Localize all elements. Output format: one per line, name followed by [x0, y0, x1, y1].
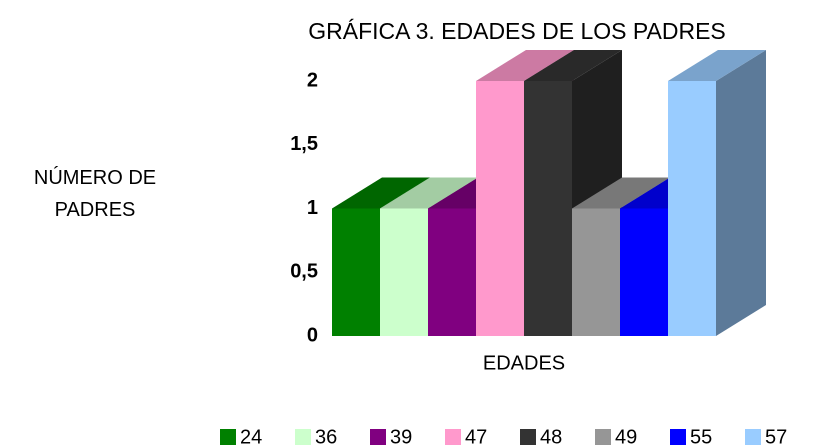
legend-swatch — [295, 429, 311, 445]
legend-label: 47 — [465, 426, 487, 448]
bar — [620, 208, 668, 336]
bar — [476, 81, 524, 336]
bar — [332, 208, 380, 336]
y-axis-label: NÚMERO DE PADRES — [33, 167, 157, 221]
legend-swatch — [220, 429, 236, 445]
bar — [572, 208, 620, 336]
y-tick-label: 1,5 — [290, 133, 318, 155]
legend-swatch — [595, 429, 611, 445]
bar — [524, 81, 572, 336]
legend-label: 57 — [765, 426, 787, 448]
legend-label: 49 — [615, 426, 637, 448]
chart-title: GRÁFICA 3. EDADES DE LOS PADRES — [308, 18, 726, 44]
y-tick-label: 0,5 — [290, 261, 318, 283]
y-tick-label: 0 — [307, 324, 318, 346]
bar — [428, 208, 476, 336]
y-tick-label: 2 — [307, 69, 318, 91]
bar-top — [572, 177, 670, 209]
legend-label: 24 — [240, 426, 262, 448]
bar-top — [524, 50, 622, 81]
bar — [380, 208, 428, 336]
y-tick-label: 1 — [307, 197, 318, 219]
legend-swatch — [370, 429, 386, 445]
legend-label: 39 — [390, 426, 412, 448]
bar-side — [716, 50, 766, 336]
legend-swatch — [745, 429, 761, 445]
x-axis-label: EDADES — [483, 352, 565, 374]
legend-swatch — [670, 429, 686, 445]
legend-swatch — [520, 429, 536, 445]
legend-label: 55 — [690, 426, 712, 448]
legend-label: 36 — [315, 426, 337, 448]
bar-top — [380, 177, 478, 209]
legend-label: 48 — [540, 426, 562, 448]
bar-top — [332, 177, 430, 209]
bar-top — [476, 50, 574, 81]
bar-top — [668, 50, 766, 81]
legend-swatch — [445, 429, 461, 445]
bar — [668, 81, 716, 336]
